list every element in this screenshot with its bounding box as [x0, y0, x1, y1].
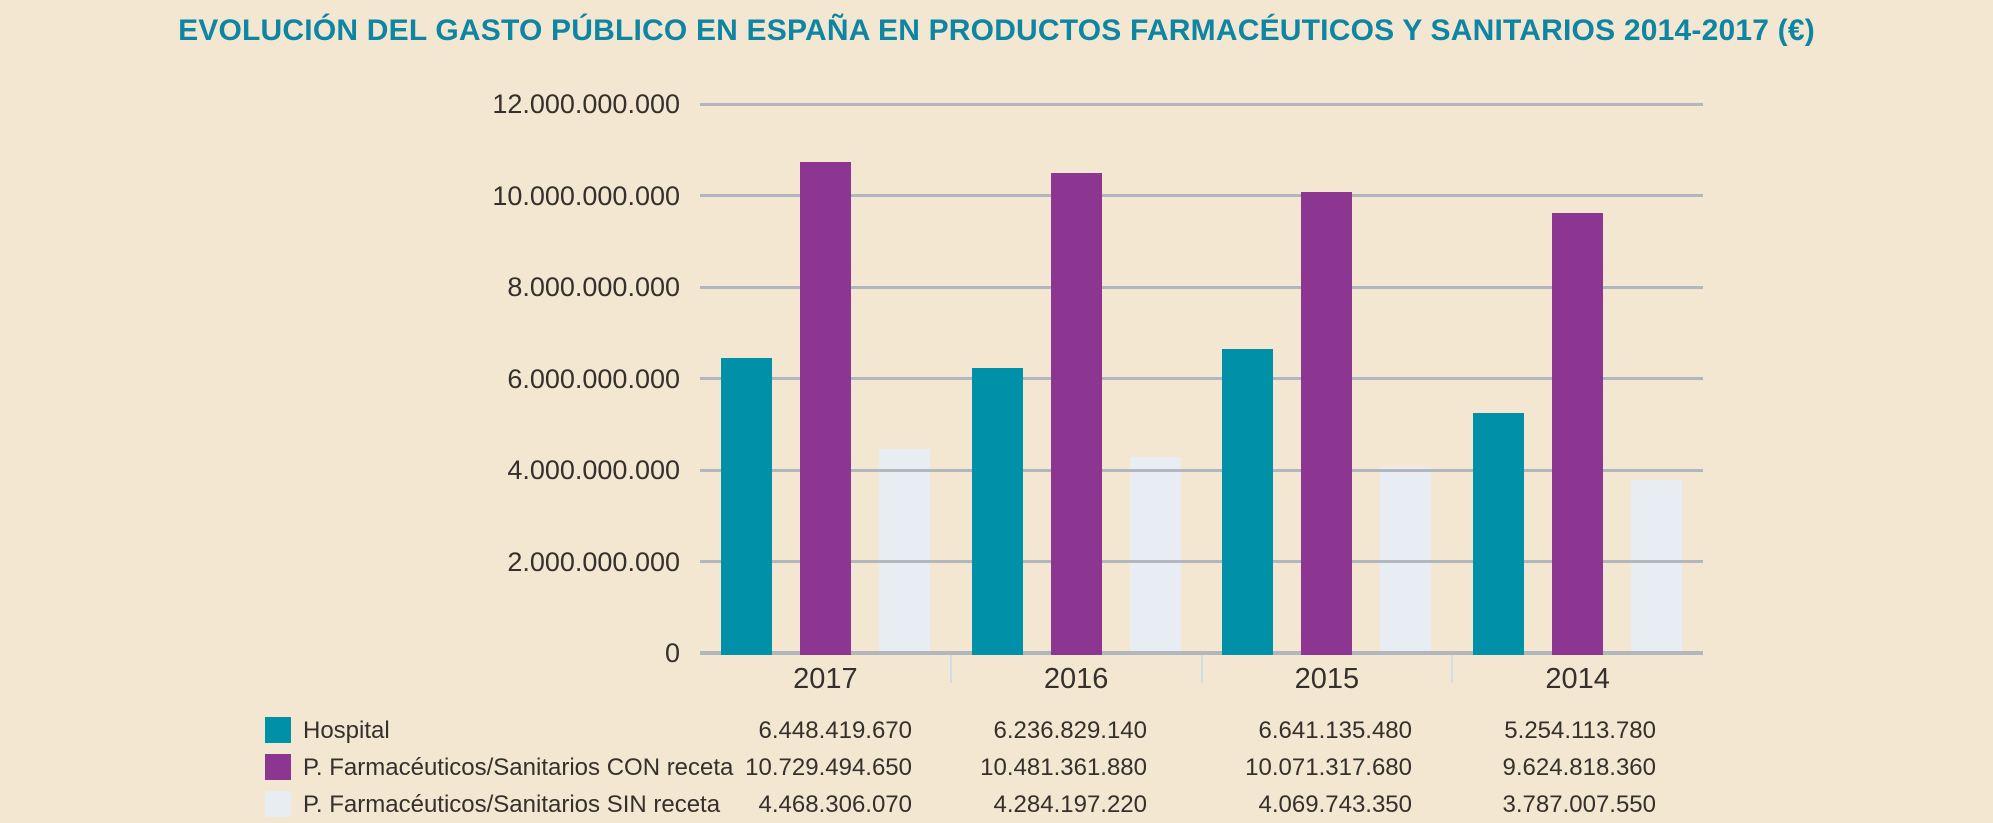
- x-axis-label: 2017: [793, 663, 858, 695]
- x-axis-line: [700, 651, 1703, 655]
- legend-series-label: Hospital: [303, 717, 390, 744]
- bar-2016-hospital: [971, 367, 1023, 655]
- bar-2015-con-receta: [1301, 192, 1353, 655]
- bar-2014-con-receta: [1552, 212, 1604, 655]
- x-axis-label: 2015: [1294, 663, 1360, 695]
- legend-swatch-sin-receta: [265, 791, 291, 817]
- x-axis-label: 2016: [1043, 663, 1109, 695]
- y-axis-tick-label: 2.000.000.000: [507, 546, 680, 577]
- legend-value-2014: 9.624.818.360: [1502, 754, 1656, 781]
- legend-value-2017: 6.448.419.670: [758, 717, 912, 744]
- bar-2014-sin-receta: [1631, 479, 1683, 655]
- gridline: [700, 468, 1703, 472]
- y-axis-tick-label: 6.000.000.000: [507, 363, 680, 394]
- legend-row: Hospital 6.448.419.670 6.236.829.140 6.641.…: [0, 712, 1993, 749]
- legend-row: P. Farmacéuticos/Sanitarios SIN receta 4.…: [0, 786, 1993, 823]
- legend-value-2017: 10.729.494.650: [745, 754, 912, 781]
- x-axis-tick: [1200, 655, 1203, 683]
- legend-value-2017: 4.468.306.070: [758, 791, 912, 818]
- y-axis-tick-label: 12.000.000.000: [492, 89, 680, 119]
- legend-value-2016: 10.481.361.880: [980, 754, 1147, 781]
- bar-2017-con-receta: [799, 162, 851, 655]
- y-axis-tick-label: 0: [664, 638, 680, 668]
- legend-value-2016: 6.236.829.140: [993, 717, 1147, 744]
- gridline: [700, 285, 1703, 289]
- y-axis-tick-label: 8.000.000.000: [507, 272, 680, 302]
- legend-swatch-hospital: [265, 717, 291, 743]
- chart-title: EVOLUCIÓN DEL GASTO PÚBLICO EN ESPAÑA EN…: [178, 14, 1815, 47]
- x-axis-tick: [1451, 655, 1454, 683]
- legend-swatch-con-receta: [265, 754, 291, 780]
- legend-series-label: P. Farmacéuticos/Sanitarios SIN receta: [303, 791, 721, 818]
- gridline: [700, 194, 1703, 197]
- gridline: [700, 377, 1703, 380]
- gridline: [700, 102, 1703, 106]
- gridline: [700, 560, 1703, 563]
- bar-2017-sin-receta: [878, 448, 930, 655]
- legend-value-2016: 4.284.197.220: [993, 791, 1147, 818]
- bar-2016-con-receta: [1050, 173, 1102, 655]
- legend-value-2014: 5.254.113.780: [1504, 717, 1656, 744]
- x-axis-tick: [949, 655, 952, 683]
- bar-2015-hospital: [1222, 349, 1274, 655]
- legend-value-2015: 6.641.135.480: [1258, 717, 1412, 744]
- legend-value-2015: 10.071.317.680: [1245, 754, 1412, 781]
- legend-row: P. Farmacéuticos/Sanitarios CON receta 10…: [0, 749, 1993, 786]
- y-axis-tick-label: 4.000.000.000: [507, 455, 680, 485]
- legend-value-2014: 3.787.007.550: [1502, 791, 1656, 818]
- bar-2017-hospital: [720, 357, 772, 655]
- bar-2014-hospital: [1473, 412, 1525, 655]
- x-axis-label: 2014: [1545, 663, 1610, 695]
- y-axis-tick-label: 10.000.000.000: [492, 180, 680, 211]
- legend-series-label: P. Farmacéuticos/Sanitarios CON receta: [303, 754, 734, 781]
- bar-2016-sin-receta: [1129, 456, 1181, 655]
- legend-value-2015: 4.069.743.350: [1258, 791, 1412, 818]
